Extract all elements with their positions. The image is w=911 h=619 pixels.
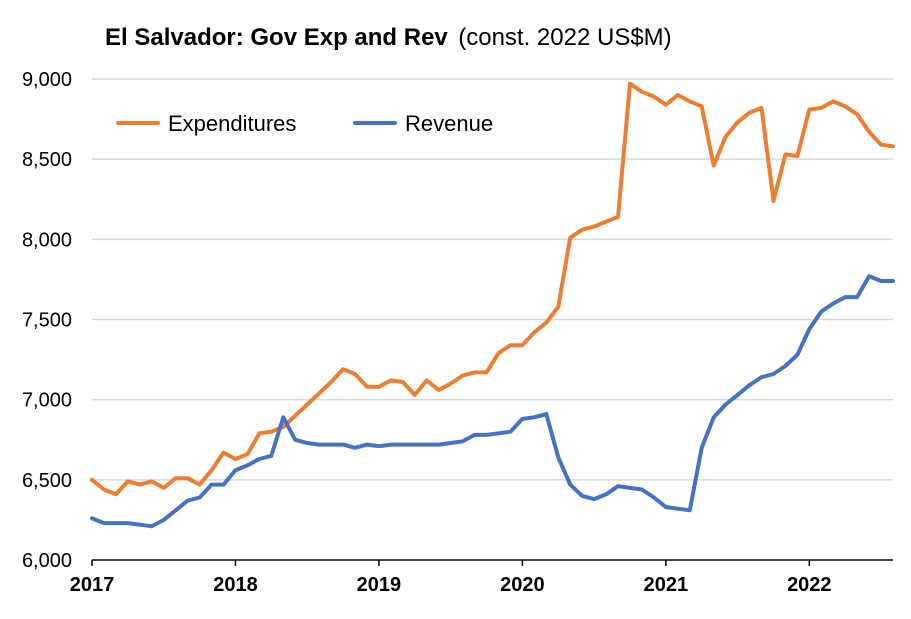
chart-title-text: El Salvador: Gov Exp and Rev (const. 202… — [105, 24, 672, 51]
x-tick-label: 2017 — [70, 574, 115, 596]
y-tick-label: 7,000 — [22, 390, 72, 412]
y-tick-label: 7,500 — [22, 310, 72, 332]
chart-title: El Salvador: Gov Exp and Rev — [105, 24, 448, 51]
y-tick-label: 8,500 — [22, 149, 72, 171]
legend: Expenditures Revenue — [116, 111, 493, 136]
y-tick-label: 8,000 — [22, 229, 72, 251]
y-tick-label: 6,500 — [22, 470, 72, 492]
series-lines — [90, 81, 895, 529]
y-tick-label: 6,000 — [22, 550, 72, 572]
chart-subtitle: (const. 2022 US$M) — [458, 24, 671, 51]
legend-label: Expenditures — [168, 111, 296, 136]
x-tick-label: 2018 — [213, 574, 258, 596]
y-axis-ticks: 6,000 6,500 7,000 7,500 8,000 8,500 9,000 — [22, 69, 72, 572]
series-line-expenditures — [90, 81, 895, 497]
x-tick-label: 2020 — [500, 574, 545, 596]
legend-label: Revenue — [405, 111, 493, 136]
x-axis: 2017 2018 2019 2020 2021 2022 — [70, 559, 893, 596]
y-tick-label: 9,000 — [22, 69, 72, 91]
x-tick-label: 2022 — [787, 574, 832, 596]
x-tick-label: 2019 — [357, 574, 402, 596]
x-tick-label: 2021 — [644, 574, 689, 596]
series-line-revenue — [90, 274, 895, 529]
